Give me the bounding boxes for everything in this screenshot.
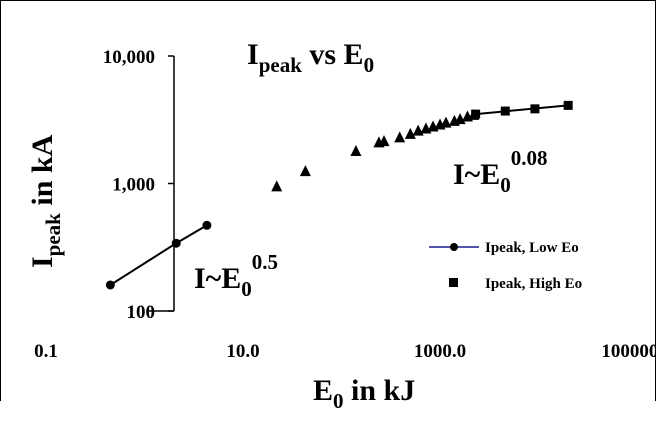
y-tick-label: 10,000 — [103, 47, 155, 68]
x-axis-label: E0 in kJ — [313, 374, 415, 413]
series-line — [475, 104, 569, 116]
data-point — [378, 135, 390, 147]
y-tick-label: 100 — [127, 302, 156, 323]
y-ticks: 100 1,000 10,000 — [103, 47, 174, 323]
data-point — [299, 165, 311, 177]
legend-marker-low-eo — [450, 243, 458, 251]
series-3 — [475, 104, 569, 116]
data-point — [394, 131, 406, 143]
data-point — [412, 124, 424, 136]
data-point — [350, 144, 362, 156]
legend-label-high-eo: Ipeak, High Eo — [485, 276, 582, 292]
legend: Ipeak, Low Eo Ipeak, High Eo — [429, 240, 582, 292]
series-0 — [105, 220, 212, 290]
data-point — [404, 127, 416, 139]
data-point — [171, 238, 181, 248]
chart-title: Ipeak vs E0 — [247, 38, 374, 77]
legend-label-low-eo: Ipeak, Low Eo — [485, 240, 579, 256]
y-tick-label: 1,000 — [112, 175, 155, 196]
x-ticks: 0.1 10.0 1000.0 100000.0 — [34, 341, 656, 362]
annotation-high-exponent: I~E00.08 — [453, 146, 548, 197]
data-point — [271, 180, 283, 192]
legend-marker-high-eo — [449, 278, 458, 287]
chart-frame: 100 1,000 10,000 0.1 10.0 1000.0 100000.0 Ipe… — [0, 0, 656, 413]
series-1 — [271, 108, 480, 192]
series-layer — [105, 100, 573, 290]
series-line — [109, 224, 208, 286]
x-tick-label: 1000.0 — [414, 341, 466, 362]
x-tick-label: 0.1 — [34, 341, 58, 362]
x-tick-label: 10.0 — [226, 341, 259, 362]
data-point — [202, 220, 212, 230]
y-axis-label: Ipeak in kA — [26, 134, 65, 268]
data-point — [440, 116, 452, 128]
annotation-low-exponent: I~E00.5 — [194, 250, 278, 301]
x-tick-label: 100000.0 — [601, 341, 656, 362]
data-point — [105, 280, 115, 290]
